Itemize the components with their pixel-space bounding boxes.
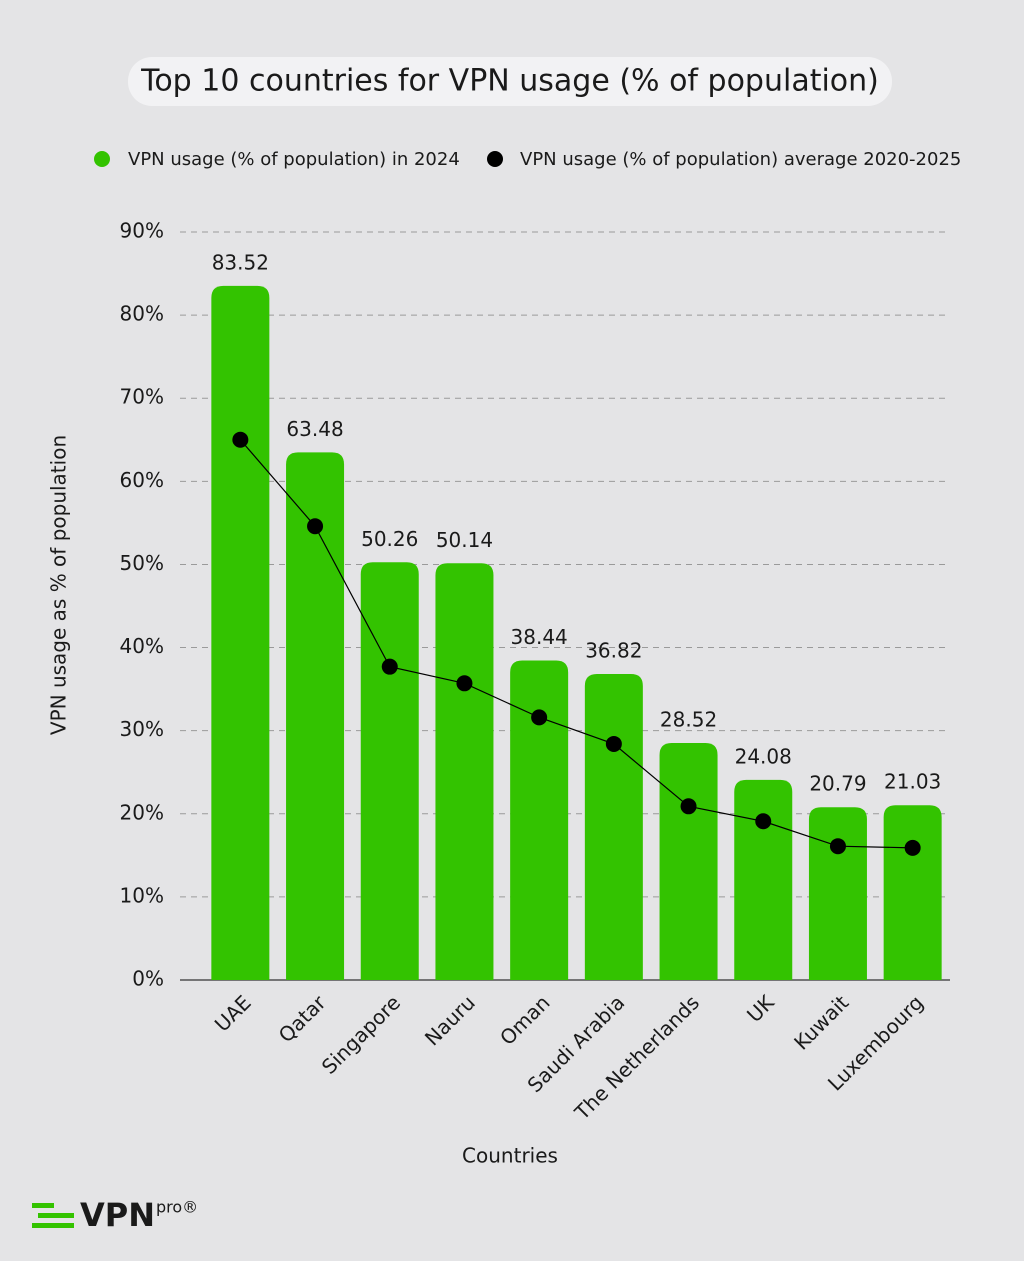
title-pill: [128, 57, 892, 106]
value-label: 28.52: [660, 707, 717, 731]
bar: [808, 807, 867, 980]
y-tick-label: 40%: [120, 634, 164, 658]
legend-marker: [487, 151, 503, 167]
y-tick-label: 20%: [120, 800, 164, 824]
value-label: 83.52: [212, 250, 269, 274]
legend-marker: [94, 151, 110, 167]
bar: [584, 673, 643, 980]
bar: [659, 742, 718, 980]
logo-stripe: [38, 1213, 74, 1218]
logo: VPN pro®: [32, 1196, 198, 1234]
bar: [435, 563, 494, 980]
point: [680, 798, 697, 815]
value-label: 24.08: [735, 744, 792, 768]
point: [531, 709, 548, 726]
bar: [510, 660, 569, 980]
y-tick-label: 70%: [120, 385, 164, 409]
y-axis-label: VPN usage as % of population: [47, 435, 71, 735]
y-tick-label: 0%: [132, 967, 164, 991]
point: [605, 735, 622, 752]
point: [755, 813, 772, 830]
line: [239, 439, 913, 849]
value-label: 21.03: [884, 770, 941, 794]
value-label: 36.82: [585, 638, 642, 662]
logo-text: VPN: [80, 1196, 155, 1234]
y-tick-label: 90%: [120, 219, 164, 243]
value-label: 50.14: [436, 528, 493, 552]
logo-sup: pro®: [156, 1198, 198, 1217]
y-tick-label: 60%: [120, 468, 164, 492]
value-label: 50.26: [361, 527, 418, 551]
logo-stripe: [32, 1203, 54, 1208]
point: [904, 839, 921, 856]
bar: [883, 805, 942, 980]
bar: [734, 779, 793, 980]
bar: [286, 452, 345, 981]
value-label: 20.79: [809, 772, 866, 796]
point: [381, 658, 398, 675]
point: [829, 838, 846, 855]
legend-label: VPN usage (% of population) average 2020…: [520, 149, 961, 170]
point: [456, 675, 473, 692]
y-tick-label: 80%: [120, 302, 164, 326]
bar: [211, 285, 270, 981]
y-tick-label: 10%: [120, 883, 164, 907]
point: [307, 518, 324, 535]
point: [232, 431, 249, 448]
y-tick-label: 50%: [120, 551, 164, 575]
value-label: 63.48: [286, 417, 343, 441]
x-axis-label: Countries: [462, 1144, 558, 1168]
logo-stripe: [32, 1223, 74, 1228]
legend-label: VPN usage (% of population) in 2024: [128, 149, 460, 170]
value-label: 38.44: [511, 625, 568, 649]
y-tick-label: 30%: [120, 717, 164, 741]
bar: [360, 562, 419, 980]
chart-title: Top 10 countries for VPN usage (% of pop…: [140, 64, 879, 99]
